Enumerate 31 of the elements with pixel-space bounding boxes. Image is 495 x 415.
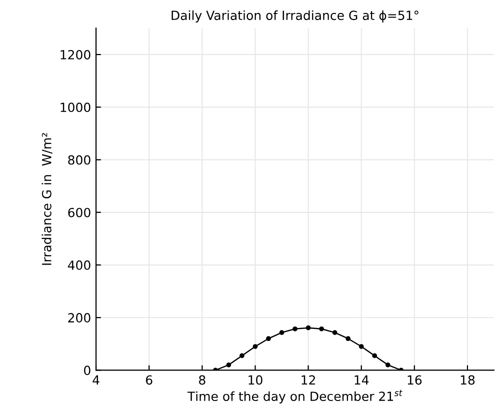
point: [346, 336, 351, 342]
point: [332, 330, 338, 335]
x-tick-label: 6: [146, 375, 152, 385]
point: [372, 353, 378, 358]
point: [252, 344, 258, 349]
point: [226, 362, 232, 368]
y-tick-label: 1200: [60, 50, 90, 60]
point: [240, 353, 244, 358]
point: [319, 326, 324, 332]
y-tick-label: 400: [68, 260, 90, 270]
point: [292, 326, 298, 332]
x-tick-label: 12: [302, 375, 315, 385]
x-tick-label: 14: [354, 375, 369, 385]
y-tick-label: 800: [68, 155, 90, 165]
x-tick-label: 10: [248, 375, 262, 385]
point: [358, 344, 364, 349]
x-tick-label: 16: [408, 375, 422, 385]
x-tick-label: 18: [460, 375, 475, 385]
y-tick-label: 600: [68, 208, 90, 218]
point: [266, 336, 271, 342]
y-tick-label: 1000: [60, 102, 90, 112]
x-tick-label: 8: [199, 375, 206, 385]
point: [385, 362, 390, 368]
point: [279, 330, 284, 335]
y-tick-label: 0: [84, 366, 90, 376]
y-tick-label: 200: [68, 313, 90, 322]
y-axis-title: Irradiance G in W/m²: [42, 133, 52, 265]
point: [306, 325, 311, 330]
x-axis-title: Time of the day on December 21$^{st}$: [187, 390, 402, 404]
x-tick-label: 4: [92, 375, 100, 385]
chart-title: Daily Variation of Irradiance G at ϕ=51°: [172, 10, 418, 22]
